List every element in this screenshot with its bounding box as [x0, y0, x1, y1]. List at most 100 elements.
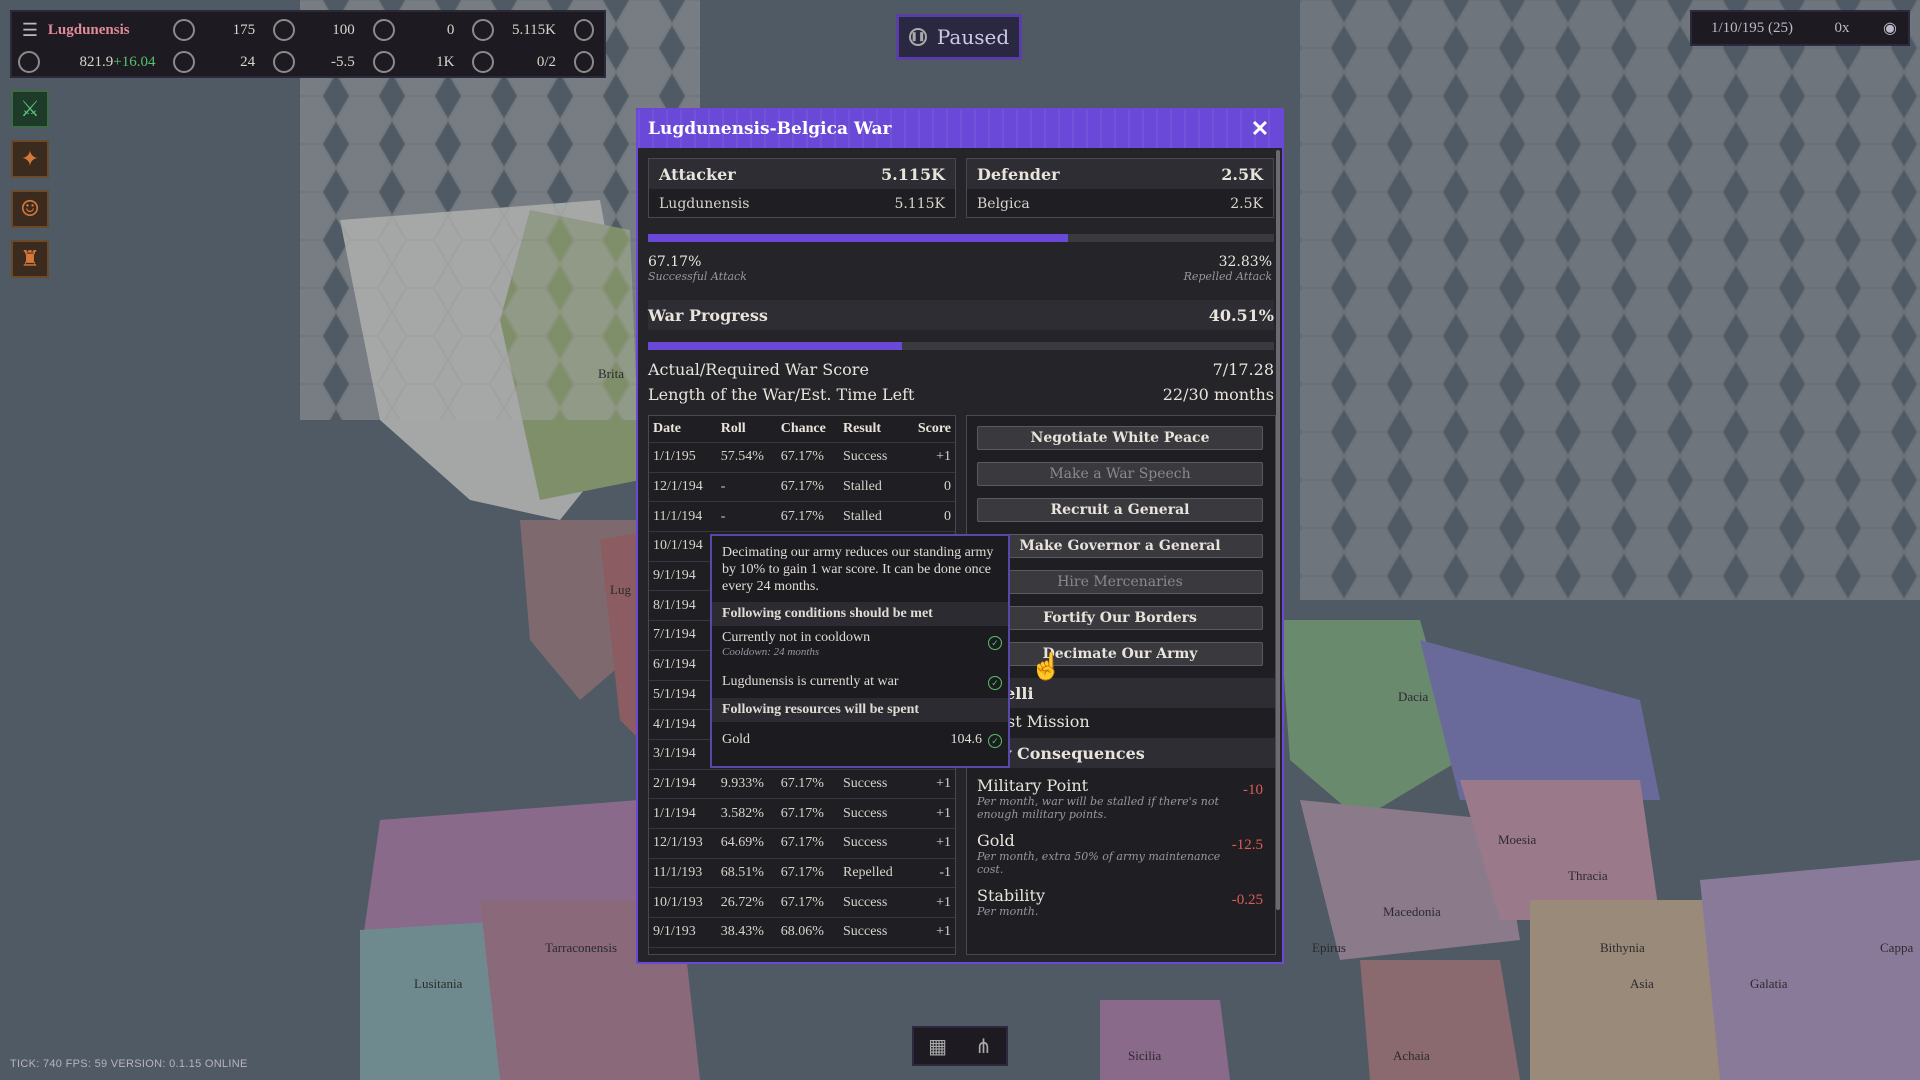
map-label-cappa[interactable]: Cappa [1880, 940, 1914, 955]
war-length-label: Length of the War/Est. Time Left [648, 385, 915, 404]
close-icon[interactable]: ✕ [1250, 116, 1270, 142]
dialog-title-bar: Lugdunensis-Belgica War ✕ [638, 110, 1282, 148]
cell-roll: 64.69% [716, 827, 777, 859]
discord-icon[interactable]: ◉ [1883, 20, 1897, 37]
column-header[interactable]: Date [653, 421, 681, 436]
map-label-macedonia[interactable]: Macedonia [1383, 904, 1441, 919]
action-button-negotiate-white-peace[interactable]: Negotiate White Peace [977, 426, 1263, 450]
hierarchy-icon[interactable] [574, 19, 594, 41]
map-label-asia[interactable]: Asia [1630, 976, 1654, 991]
attacker-name[interactable]: Lugdunensis [659, 196, 750, 212]
map-label-achaia[interactable]: Achaia [1393, 1048, 1430, 1063]
pause-button[interactable]: ❚❚ Paused [896, 14, 1022, 60]
emblem-icon[interactable] [574, 51, 595, 73]
cell-score: -1 [906, 857, 955, 888]
war-progress-bar [648, 342, 1274, 350]
cell-result: Success [838, 887, 907, 918]
cell-chance: 67.17% [776, 442, 839, 473]
map-mode-toolbar: ▦ ⋔ [912, 1026, 1008, 1066]
success-pct: 67.17% [648, 254, 702, 270]
game-date[interactable]: 1/10/195 (25) [1710, 19, 1794, 36]
cell-date: 2/1/194 [649, 768, 717, 799]
map-label-moesia[interactable]: Moesia [1498, 832, 1537, 847]
cell-chance: 67.17% [776, 768, 839, 799]
shield-icon [173, 51, 196, 73]
cell-score: 0 [906, 471, 955, 502]
action-button-fortify-our-borders[interactable]: Fortify Our Borders [977, 606, 1263, 630]
decimate-tooltip: Decimating our army reduces our standing… [710, 534, 1010, 768]
war-score-value: 7/17.28 [1212, 360, 1274, 379]
resource-value: 24 [240, 53, 256, 70]
column-header[interactable]: Chance [780, 421, 826, 436]
cell-score: +1 [906, 442, 955, 473]
action-button-hire-mercenaries[interactable]: Hire Mercenaries [977, 570, 1263, 594]
diplomacy-button[interactable]: ✦ [11, 140, 49, 178]
condition-text: Lugdunensis is currently at war [722, 674, 899, 689]
table-row: 11/1/193 68.51% 67.17% Repelled -1 [649, 857, 955, 888]
action-button-make-governor-a-general[interactable]: Make Governor a General [977, 534, 1263, 558]
condition-subtext: Cooldown: 24 months [722, 646, 820, 658]
cell-chance: 67.17% [776, 887, 839, 918]
map-label-lug[interactable]: Lug [610, 582, 631, 597]
resource-row-2: 821.9 +16.04 24 -5.5 1K 0/2 [12, 46, 604, 78]
action-button-recruit-a-general[interactable]: Recruit a General [977, 498, 1263, 522]
cell-score: +1 [906, 887, 955, 918]
column-header[interactable]: Score [917, 421, 951, 436]
action-button-make-a-war-speech[interactable]: Make a War Speech [977, 462, 1263, 486]
handshake-icon: ✦ [20, 146, 40, 172]
attacker-box: Attacker 5.115K Lugdunensis 5.115K [648, 158, 956, 218]
map-label-epirus[interactable]: Epirus [1312, 940, 1346, 955]
map-label-dacia[interactable]: Dacia [1398, 689, 1429, 704]
general-icon [472, 51, 495, 73]
nation-name[interactable]: Lugdunensis [47, 21, 130, 38]
dialog-scrollbar[interactable] [1276, 150, 1280, 910]
cell-result: Stalled [838, 471, 907, 502]
map-label-brita[interactable]: Brita [598, 366, 624, 381]
column-header[interactable]: Roll [720, 421, 746, 436]
column-header[interactable]: Result [842, 421, 882, 436]
map-label-thracia[interactable]: Thracia [1568, 868, 1608, 883]
cell-result: Success [838, 768, 907, 799]
cell-date: 12/1/193 [649, 827, 717, 859]
consequence-item: Gold Per month, extra 50% of army mainten… [977, 831, 1267, 876]
war-length-value: 22/30 months [1162, 385, 1274, 404]
tooltip-description: Decimating our army reduces our standing… [722, 545, 994, 594]
network-icon[interactable]: ⋔ [975, 1034, 992, 1058]
table-row: 10/1/193 26.72% 67.17% Success +1 [649, 887, 955, 918]
cell-date: 10/1/193 [649, 887, 717, 918]
war-menu-button[interactable]: ⚔ [11, 90, 49, 128]
cell-chance: 67.17% [776, 857, 839, 888]
war-progress-value: 40.51% [1208, 305, 1274, 325]
war-length-row: Length of the War/Est. Time Left 22/30 m… [648, 385, 1274, 407]
defender-value: 2.5K [1230, 196, 1263, 212]
consequence-title: Military Point [977, 776, 1089, 795]
map-label-tarraconensis[interactable]: Tarraconensis [545, 940, 618, 955]
repelled-pct: 32.83% [1218, 254, 1272, 270]
repelled-stat: 32.83% Repelled Attack [1184, 254, 1272, 283]
consequence-value: -12.5 [1231, 837, 1263, 853]
cell-date: 8/1/193 [649, 946, 717, 954]
table-row: 12/1/194-67.17% Stalled 0 [649, 471, 955, 502]
map-label-sicilia[interactable]: Sicilia [1128, 1048, 1162, 1063]
cell-result: Success [838, 917, 907, 948]
crossed-swords-icon [372, 19, 395, 41]
map-label-lusitania[interactable]: Lusitania [414, 976, 463, 991]
cell-chance: 68.06% [776, 917, 839, 948]
cell-score: +1 [906, 768, 955, 799]
resource-value: -5.5 [331, 53, 355, 70]
war-progress-fill [648, 342, 902, 350]
game-speed[interactable]: 0x [1834, 19, 1850, 36]
action-button-decimate-our-army[interactable]: Decimate Our Army [977, 642, 1263, 666]
cell-result: Success [838, 827, 907, 859]
map-label-galatia[interactable]: Galatia [1750, 976, 1788, 991]
characters-button[interactable]: ☺ [11, 190, 49, 228]
consequence-desc: Per month. [977, 905, 1039, 918]
pause-icon: ❚❚ [908, 28, 927, 46]
defender-name[interactable]: Belgica [977, 196, 1030, 212]
consequence-item: Stability Per month. -0.25 [977, 886, 1267, 918]
cell-score: +1 [906, 917, 955, 948]
map-label-bithynia[interactable]: Bithynia [1600, 940, 1645, 955]
menu-icon[interactable]: ☰ [21, 19, 38, 41]
map-icon[interactable]: ▦ [928, 1034, 947, 1058]
buildings-button[interactable]: ♜ [11, 240, 49, 278]
